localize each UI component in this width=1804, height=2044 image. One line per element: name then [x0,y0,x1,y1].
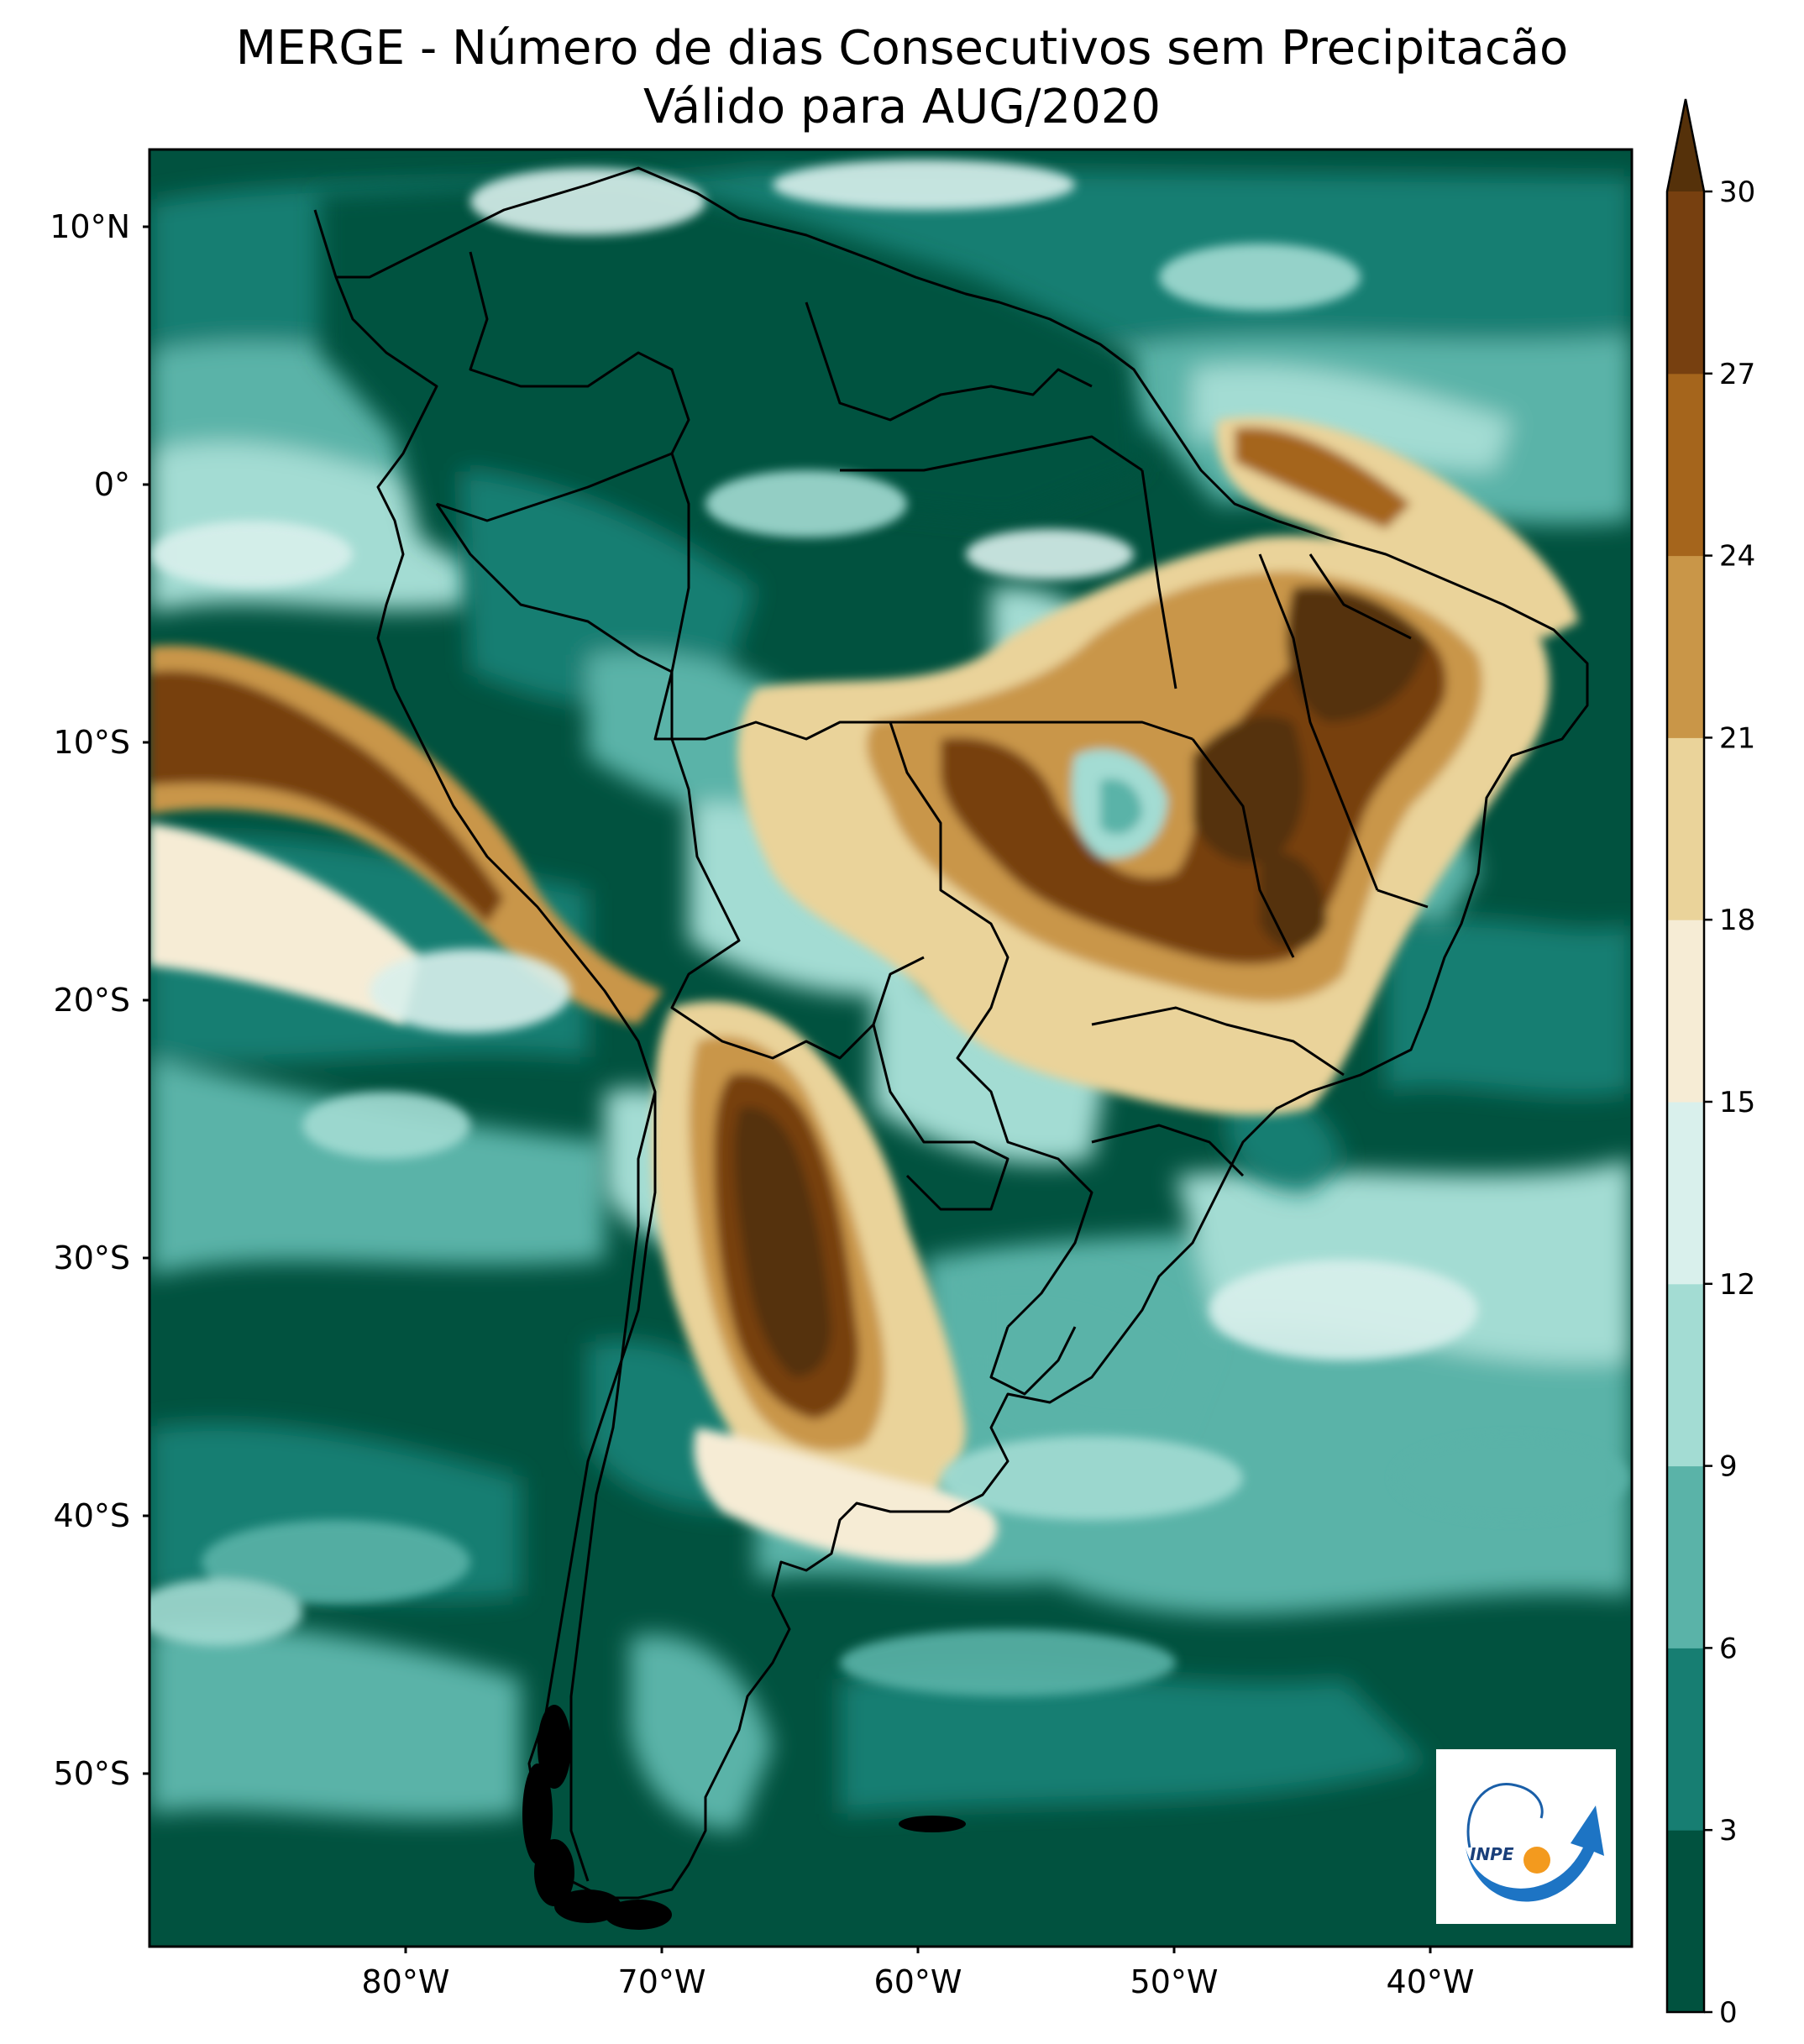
colorbar-label: 24 [1719,540,1755,574]
border-paraguay [872,1024,1010,1211]
border-bolivia [670,738,925,1060]
colorbar-segment [1667,1465,1704,1648]
colorbar-segment [1667,737,1704,920]
lon-label-70w: 70°W [618,1963,706,2000]
border-argentina-chile [569,1091,657,1882]
lon-label-40w: 40°W [1387,1963,1475,2000]
colorbar-segment [1667,1102,1704,1285]
colorbar-label: 18 [1719,904,1755,937]
border-brazil-west [653,453,1093,1329]
border-amazon-states [840,435,1429,1177]
field-dry-regions [149,417,1579,1564]
border-colombia-venezuela [436,251,690,522]
colorbar-label: 30 [1719,176,1755,209]
lat-label-50s: 50°S [54,1755,130,1792]
lat-label-10n: 10°N [50,208,130,245]
field-speckle [149,160,1629,1696]
south-america-coastline [313,166,1589,1900]
map-panel: INPE [149,149,1632,1947]
inpe-logo: INPE [1466,1782,1604,1902]
lat-label-0: 0° [94,466,130,503]
coastlines-borders [313,166,1589,1900]
colorbar-segment [1667,1830,1704,2013]
colorbar-outline [1665,98,1706,2014]
colorbar-segment [1667,920,1704,1103]
colorbar-label: 12 [1719,1268,1755,1302]
lat-ticks: 10°N 0° 10°S 20°S 30°S 40°S 50°S [50,208,149,1792]
colorbar-label: 3 [1719,1814,1738,1847]
border-uruguay [989,1326,1077,1396]
lon-label-60w: 60°W [874,1963,962,2000]
chile-fjords [522,1705,966,1930]
colorbar-segment [1667,373,1704,557]
colorbar-label: 0 [1719,1996,1738,2030]
border-peru [435,503,674,739]
lat-label-30s: 30°S [54,1240,130,1276]
logo-text: INPE [1470,1844,1514,1864]
colorbar-label: 6 [1719,1632,1738,1665]
colorbar-segment [1667,1283,1704,1467]
colorbar-segment [1667,555,1704,738]
colorbar-label: 27 [1719,358,1755,391]
map-title-line1: MERGE - Número de dias Consecutivos sem … [235,21,1569,76]
colorbar-label: 15 [1719,1086,1755,1119]
map-title-line2: Válido para AUG/2020 [642,80,1162,134]
lon-ticks: 80°W 70°W 60°W 50°W 40°W [362,1947,1475,2000]
colorbar-segment [1667,1648,1704,1831]
lon-label-80w: 80°W [362,1963,450,2000]
lat-label-40s: 40°S [54,1497,130,1534]
colorbar: 0 3 6 9 12 15 18 21 24 27 30 [1665,98,1755,2030]
colorbar-extend-arrow [1667,99,1704,191]
colorbar-label: 9 [1719,1450,1738,1484]
colorbar-label: 21 [1719,721,1755,755]
lon-label-50w: 50°W [1130,1963,1219,2000]
map-frame [148,148,1634,1948]
lat-label-10s: 10°S [54,724,130,761]
border-guianas [805,301,1093,422]
lat-label-20s: 20°S [54,982,130,1019]
colorbar-segment [1667,191,1704,375]
